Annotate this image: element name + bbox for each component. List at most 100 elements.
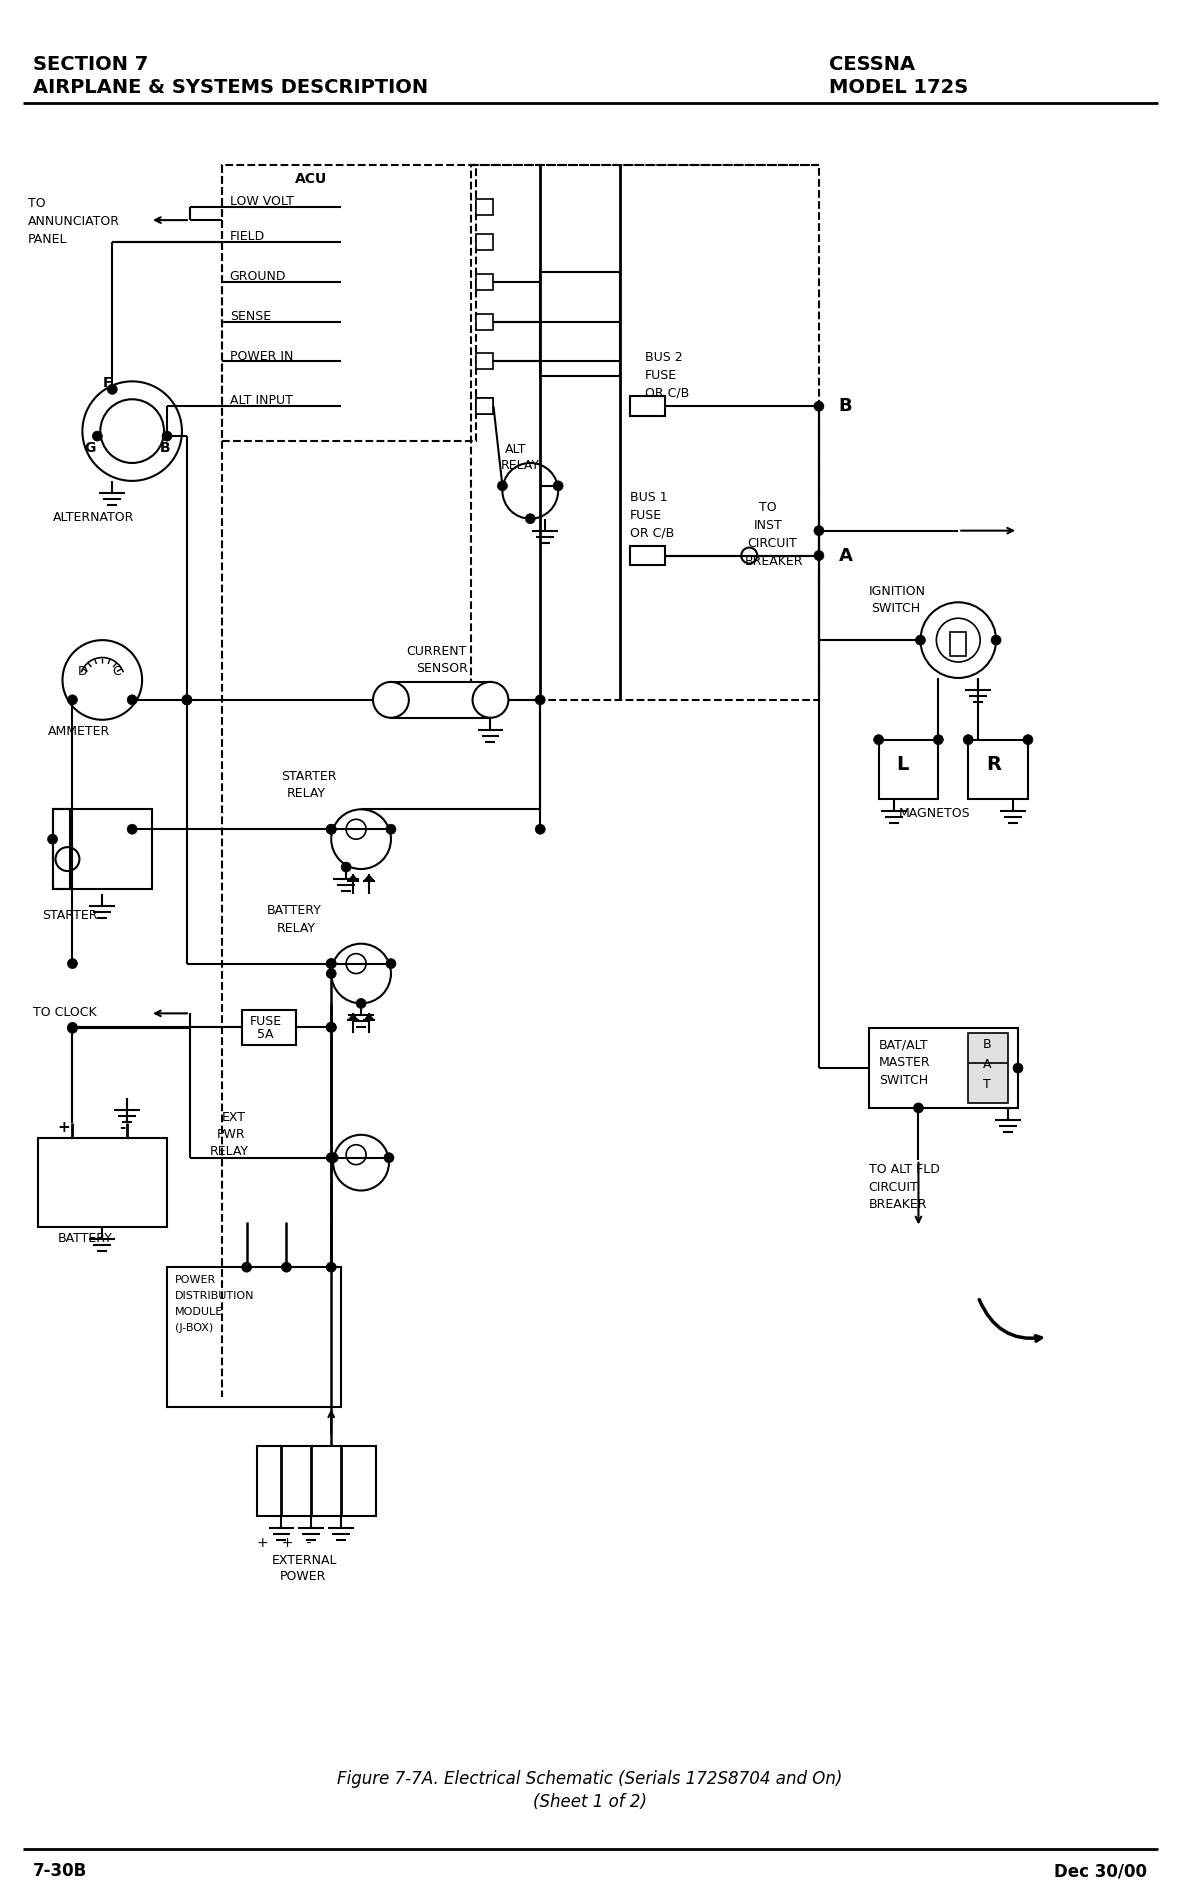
Circle shape bbox=[326, 825, 337, 834]
Text: TO: TO bbox=[759, 500, 777, 514]
Circle shape bbox=[182, 695, 191, 704]
Bar bbox=[879, 740, 939, 799]
Circle shape bbox=[326, 1021, 337, 1033]
Circle shape bbox=[326, 825, 337, 834]
Circle shape bbox=[913, 1103, 924, 1112]
Circle shape bbox=[1013, 1063, 1023, 1072]
Bar bbox=[968, 740, 1027, 799]
Bar bbox=[951, 632, 966, 655]
Bar bbox=[52, 810, 152, 889]
Text: MODEL 172S: MODEL 172S bbox=[829, 77, 968, 96]
Text: CIRCUIT: CIRCUIT bbox=[869, 1180, 919, 1193]
Text: F: F bbox=[103, 376, 112, 391]
Bar bbox=[476, 353, 494, 370]
Text: LOW VOLT: LOW VOLT bbox=[230, 194, 294, 208]
Text: +   +   -: + + - bbox=[256, 1537, 311, 1550]
Text: +: + bbox=[58, 1120, 70, 1135]
Text: OR C/B: OR C/B bbox=[645, 387, 689, 400]
Text: TO: TO bbox=[27, 196, 45, 210]
Text: ANNUNCIATOR: ANNUNCIATOR bbox=[27, 215, 119, 228]
Circle shape bbox=[497, 481, 508, 491]
Bar bbox=[38, 1138, 167, 1227]
Text: B: B bbox=[161, 442, 171, 455]
Polygon shape bbox=[347, 1014, 359, 1020]
Circle shape bbox=[326, 959, 337, 969]
Circle shape bbox=[814, 525, 824, 536]
Text: T: T bbox=[983, 1078, 991, 1091]
Bar bbox=[167, 1267, 341, 1407]
Text: SECTION 7: SECTION 7 bbox=[33, 55, 148, 74]
Circle shape bbox=[328, 1154, 338, 1163]
Text: RELAY: RELAY bbox=[501, 459, 540, 472]
Text: G: G bbox=[84, 442, 96, 455]
Circle shape bbox=[964, 734, 973, 744]
Text: BUS 1: BUS 1 bbox=[629, 491, 667, 504]
Circle shape bbox=[386, 959, 396, 969]
Text: TO ALT FLD: TO ALT FLD bbox=[869, 1163, 940, 1176]
Text: MAGNETOS: MAGNETOS bbox=[899, 808, 970, 821]
Bar bbox=[470, 166, 818, 700]
Text: STARTER: STARTER bbox=[43, 908, 98, 921]
Circle shape bbox=[472, 682, 508, 717]
Text: 5A: 5A bbox=[256, 1029, 273, 1042]
Polygon shape bbox=[363, 1014, 376, 1020]
Text: SWITCH: SWITCH bbox=[870, 602, 920, 615]
Text: Dec 30/00: Dec 30/00 bbox=[1055, 1862, 1148, 1880]
Text: DISTRIBUTION: DISTRIBUTION bbox=[175, 1291, 254, 1301]
Text: EXTERNAL: EXTERNAL bbox=[272, 1554, 337, 1567]
Text: BREAKER: BREAKER bbox=[744, 555, 803, 568]
Text: (Sheet 1 of 2): (Sheet 1 of 2) bbox=[533, 1794, 647, 1811]
Text: FUSE: FUSE bbox=[645, 370, 677, 383]
Text: GROUND: GROUND bbox=[230, 270, 286, 283]
Circle shape bbox=[341, 863, 351, 872]
Text: AIRPLANE & SYSTEMS DESCRIPTION: AIRPLANE & SYSTEMS DESCRIPTION bbox=[33, 77, 428, 96]
Text: (J-BOX): (J-BOX) bbox=[175, 1323, 214, 1333]
Circle shape bbox=[742, 548, 757, 563]
Text: EXT: EXT bbox=[222, 1110, 246, 1123]
Text: D: D bbox=[78, 665, 87, 678]
Text: BATTERY: BATTERY bbox=[267, 904, 321, 918]
Circle shape bbox=[874, 734, 883, 744]
Text: PWR: PWR bbox=[217, 1127, 246, 1140]
Circle shape bbox=[242, 1263, 252, 1273]
Bar bbox=[391, 682, 490, 717]
Text: L: L bbox=[896, 755, 909, 774]
Text: TO CLOCK: TO CLOCK bbox=[33, 1006, 97, 1020]
Text: ACU: ACU bbox=[295, 172, 327, 187]
Circle shape bbox=[326, 959, 337, 969]
Bar bbox=[476, 200, 494, 215]
Circle shape bbox=[915, 634, 926, 646]
Text: A: A bbox=[839, 546, 853, 565]
Circle shape bbox=[814, 402, 824, 412]
Text: CIRCUIT: CIRCUIT bbox=[748, 536, 797, 549]
Circle shape bbox=[326, 969, 337, 978]
Circle shape bbox=[933, 734, 944, 744]
Circle shape bbox=[384, 1154, 394, 1163]
Polygon shape bbox=[363, 874, 376, 882]
Text: RELAY: RELAY bbox=[210, 1144, 249, 1157]
Circle shape bbox=[162, 430, 172, 442]
Text: STARTER: STARTER bbox=[281, 770, 337, 782]
Bar bbox=[52, 810, 71, 889]
Text: 7-30B: 7-30B bbox=[33, 1862, 87, 1880]
Text: AMMETER: AMMETER bbox=[47, 725, 110, 738]
Bar bbox=[476, 274, 494, 289]
Circle shape bbox=[326, 1154, 337, 1163]
Circle shape bbox=[1023, 734, 1033, 744]
Bar bbox=[476, 398, 494, 413]
Text: BREAKER: BREAKER bbox=[869, 1199, 927, 1212]
Text: FUSE: FUSE bbox=[249, 1016, 282, 1029]
Text: R: R bbox=[986, 755, 1001, 774]
Text: PANEL: PANEL bbox=[27, 232, 67, 245]
Text: C: C bbox=[112, 665, 120, 678]
Polygon shape bbox=[347, 874, 359, 882]
Text: SWITCH: SWITCH bbox=[879, 1074, 928, 1087]
Bar bbox=[222, 166, 476, 442]
Bar bbox=[968, 1033, 1009, 1103]
Circle shape bbox=[814, 551, 824, 561]
Circle shape bbox=[535, 695, 546, 704]
Text: RELAY: RELAY bbox=[276, 921, 315, 935]
Circle shape bbox=[553, 481, 563, 491]
Text: OR C/B: OR C/B bbox=[629, 527, 674, 540]
Text: BUS 2: BUS 2 bbox=[645, 351, 683, 364]
